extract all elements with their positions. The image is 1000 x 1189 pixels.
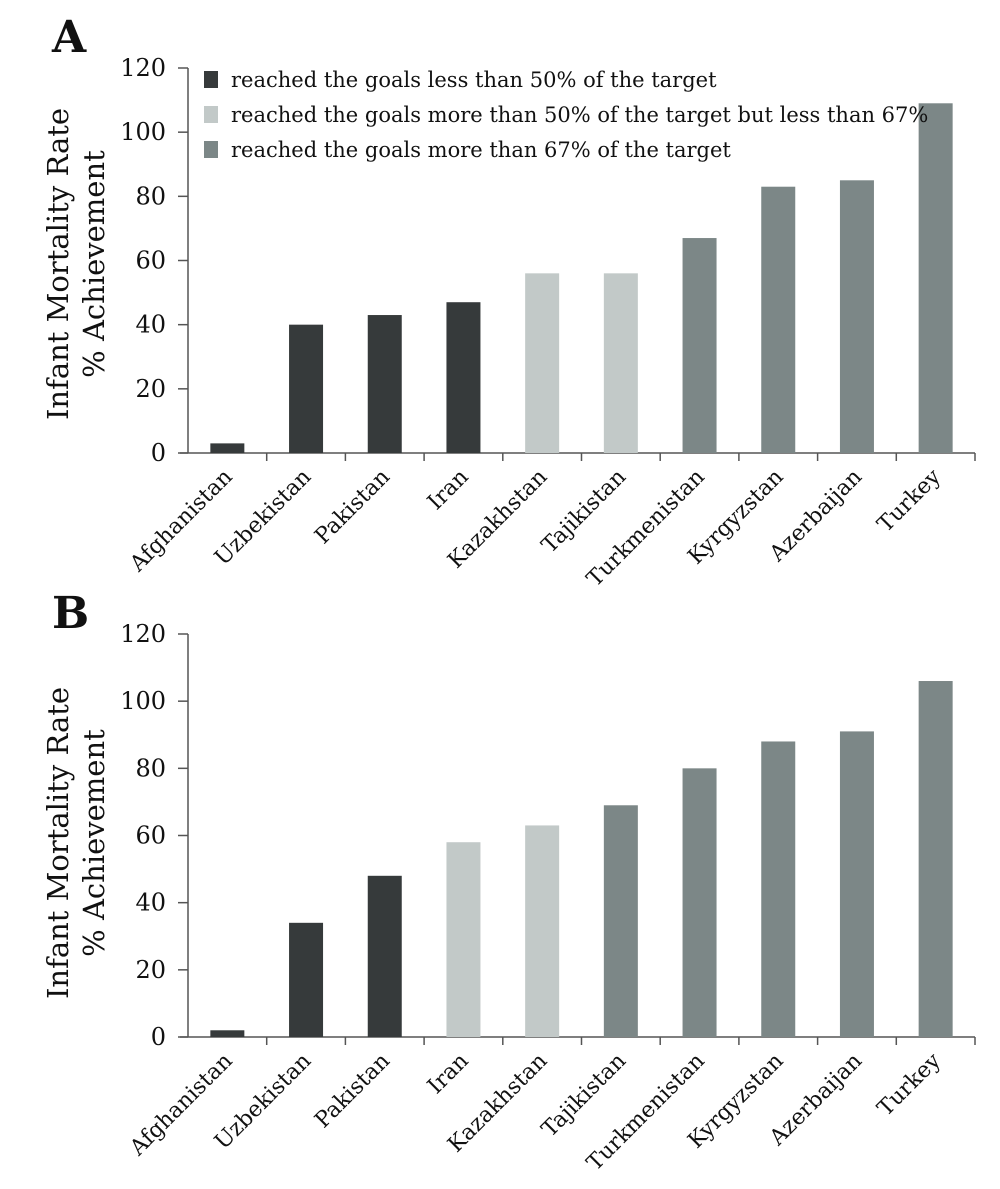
panel-b-y-axis-title-line2: % Achievement [77, 729, 111, 957]
panel-a-bar-uzbekistan [289, 324, 324, 453]
panel-a-y-tick-label: 100 [120, 118, 166, 146]
panel-a-y-tick-label: 80 [135, 182, 166, 210]
panel-b-y-axis-title: Infant Mortality Rate % Achievement [41, 687, 111, 999]
panel-a-category-label: Pakistan [310, 465, 395, 550]
panel-a-y-tick-label: 60 [135, 247, 166, 275]
panel-b-plot-area: 020406080100120AfghanistanUzbekistanPaki… [120, 620, 976, 1176]
panel-b-y-axis-title-line1: Infant Mortality Rate [41, 687, 75, 999]
panel-a-bar-turkey [918, 103, 953, 454]
panel-b-letter: B [52, 588, 89, 639]
panel-b-bar-kazakhstan [525, 825, 560, 1037]
panel-a-bar-kyrgyzstan [761, 186, 796, 454]
panel-a-y-tick-label: 120 [120, 54, 166, 82]
panel-a-category-label: Turkey [873, 464, 946, 537]
panel-b-category-label: Turkey [873, 1048, 946, 1121]
panel-a-y-axis-title: Infant Mortality Rate % Achievement [41, 108, 111, 420]
panel-a-y-tick-label: 40 [135, 311, 166, 339]
panel-b-bar-tajikistan [603, 805, 638, 1037]
panel-a-y-tick-label: 20 [135, 375, 166, 403]
panel-a-y-tick-label: 0 [151, 439, 166, 467]
panel-b-bar-iran [446, 842, 481, 1037]
panel-b-category-label: Pakistan [310, 1049, 395, 1134]
panel-b-bar-turkmenistan [682, 768, 717, 1037]
legend: reached the goals less than 50% of the t… [204, 68, 928, 162]
legend-swatch-below-50 [204, 71, 218, 88]
panel-b-y-tick-label: 0 [151, 1023, 166, 1051]
panel-a-bar-iran [446, 302, 481, 453]
panel-a-plot-area: 020406080100120AfghanistanUzbekistanPaki… [120, 54, 976, 592]
legend-label: reached the goals less than 50% of the t… [231, 68, 717, 92]
panel-b-y-tick-label: 100 [120, 687, 166, 715]
legend-label: reached the goals more than 50% of the t… [231, 103, 928, 127]
panel-b-y-tick-label: 40 [135, 889, 166, 917]
legend-swatch-above-67 [204, 141, 218, 158]
panel-a-bar-pakistan [367, 315, 402, 453]
panel-a-bar-afghanistan [210, 443, 245, 453]
panel-b-y-tick-label: 120 [120, 620, 166, 648]
panel-a-bar-azerbaijan [839, 180, 874, 453]
panel-b-bar-uzbekistan [289, 922, 324, 1037]
panel-b-y-tick-label: 80 [135, 754, 166, 782]
panel-a-y-axis-title-line2: % Achievement [77, 150, 111, 378]
panel-b-category-label: Iran [423, 1049, 474, 1100]
panel-b-bar-kyrgyzstan [761, 741, 796, 1037]
legend-label: reached the goals more than 67% of the t… [231, 138, 731, 162]
panel-a-bar-kazakhstan [525, 273, 560, 453]
panel-a: A Infant Mortality Rate % Achievement 0 2… [41, 12, 976, 592]
panel-b-y-tick-label: 60 [135, 822, 166, 850]
panel-b-bar-turkey [918, 681, 953, 1037]
legend-swatch-between-50-67 [204, 106, 218, 123]
panel-a-bar-tajikistan [603, 273, 638, 453]
panel-b-bar-azerbaijan [839, 731, 874, 1037]
panel-a-y-axis-title-line1: Infant Mortality Rate [41, 108, 75, 420]
panel-b-bar-afghanistan [210, 1030, 245, 1037]
panel-b-bar-pakistan [367, 875, 402, 1037]
panel-b-y-tick-label: 20 [135, 956, 166, 984]
panel-b: B Infant Mortality Rate % Achievement 0 2… [41, 588, 976, 1176]
panel-a-letter: A [51, 12, 87, 63]
panel-a-category-label: Iran [423, 465, 474, 516]
panel-a-bar-turkmenistan [682, 238, 717, 453]
